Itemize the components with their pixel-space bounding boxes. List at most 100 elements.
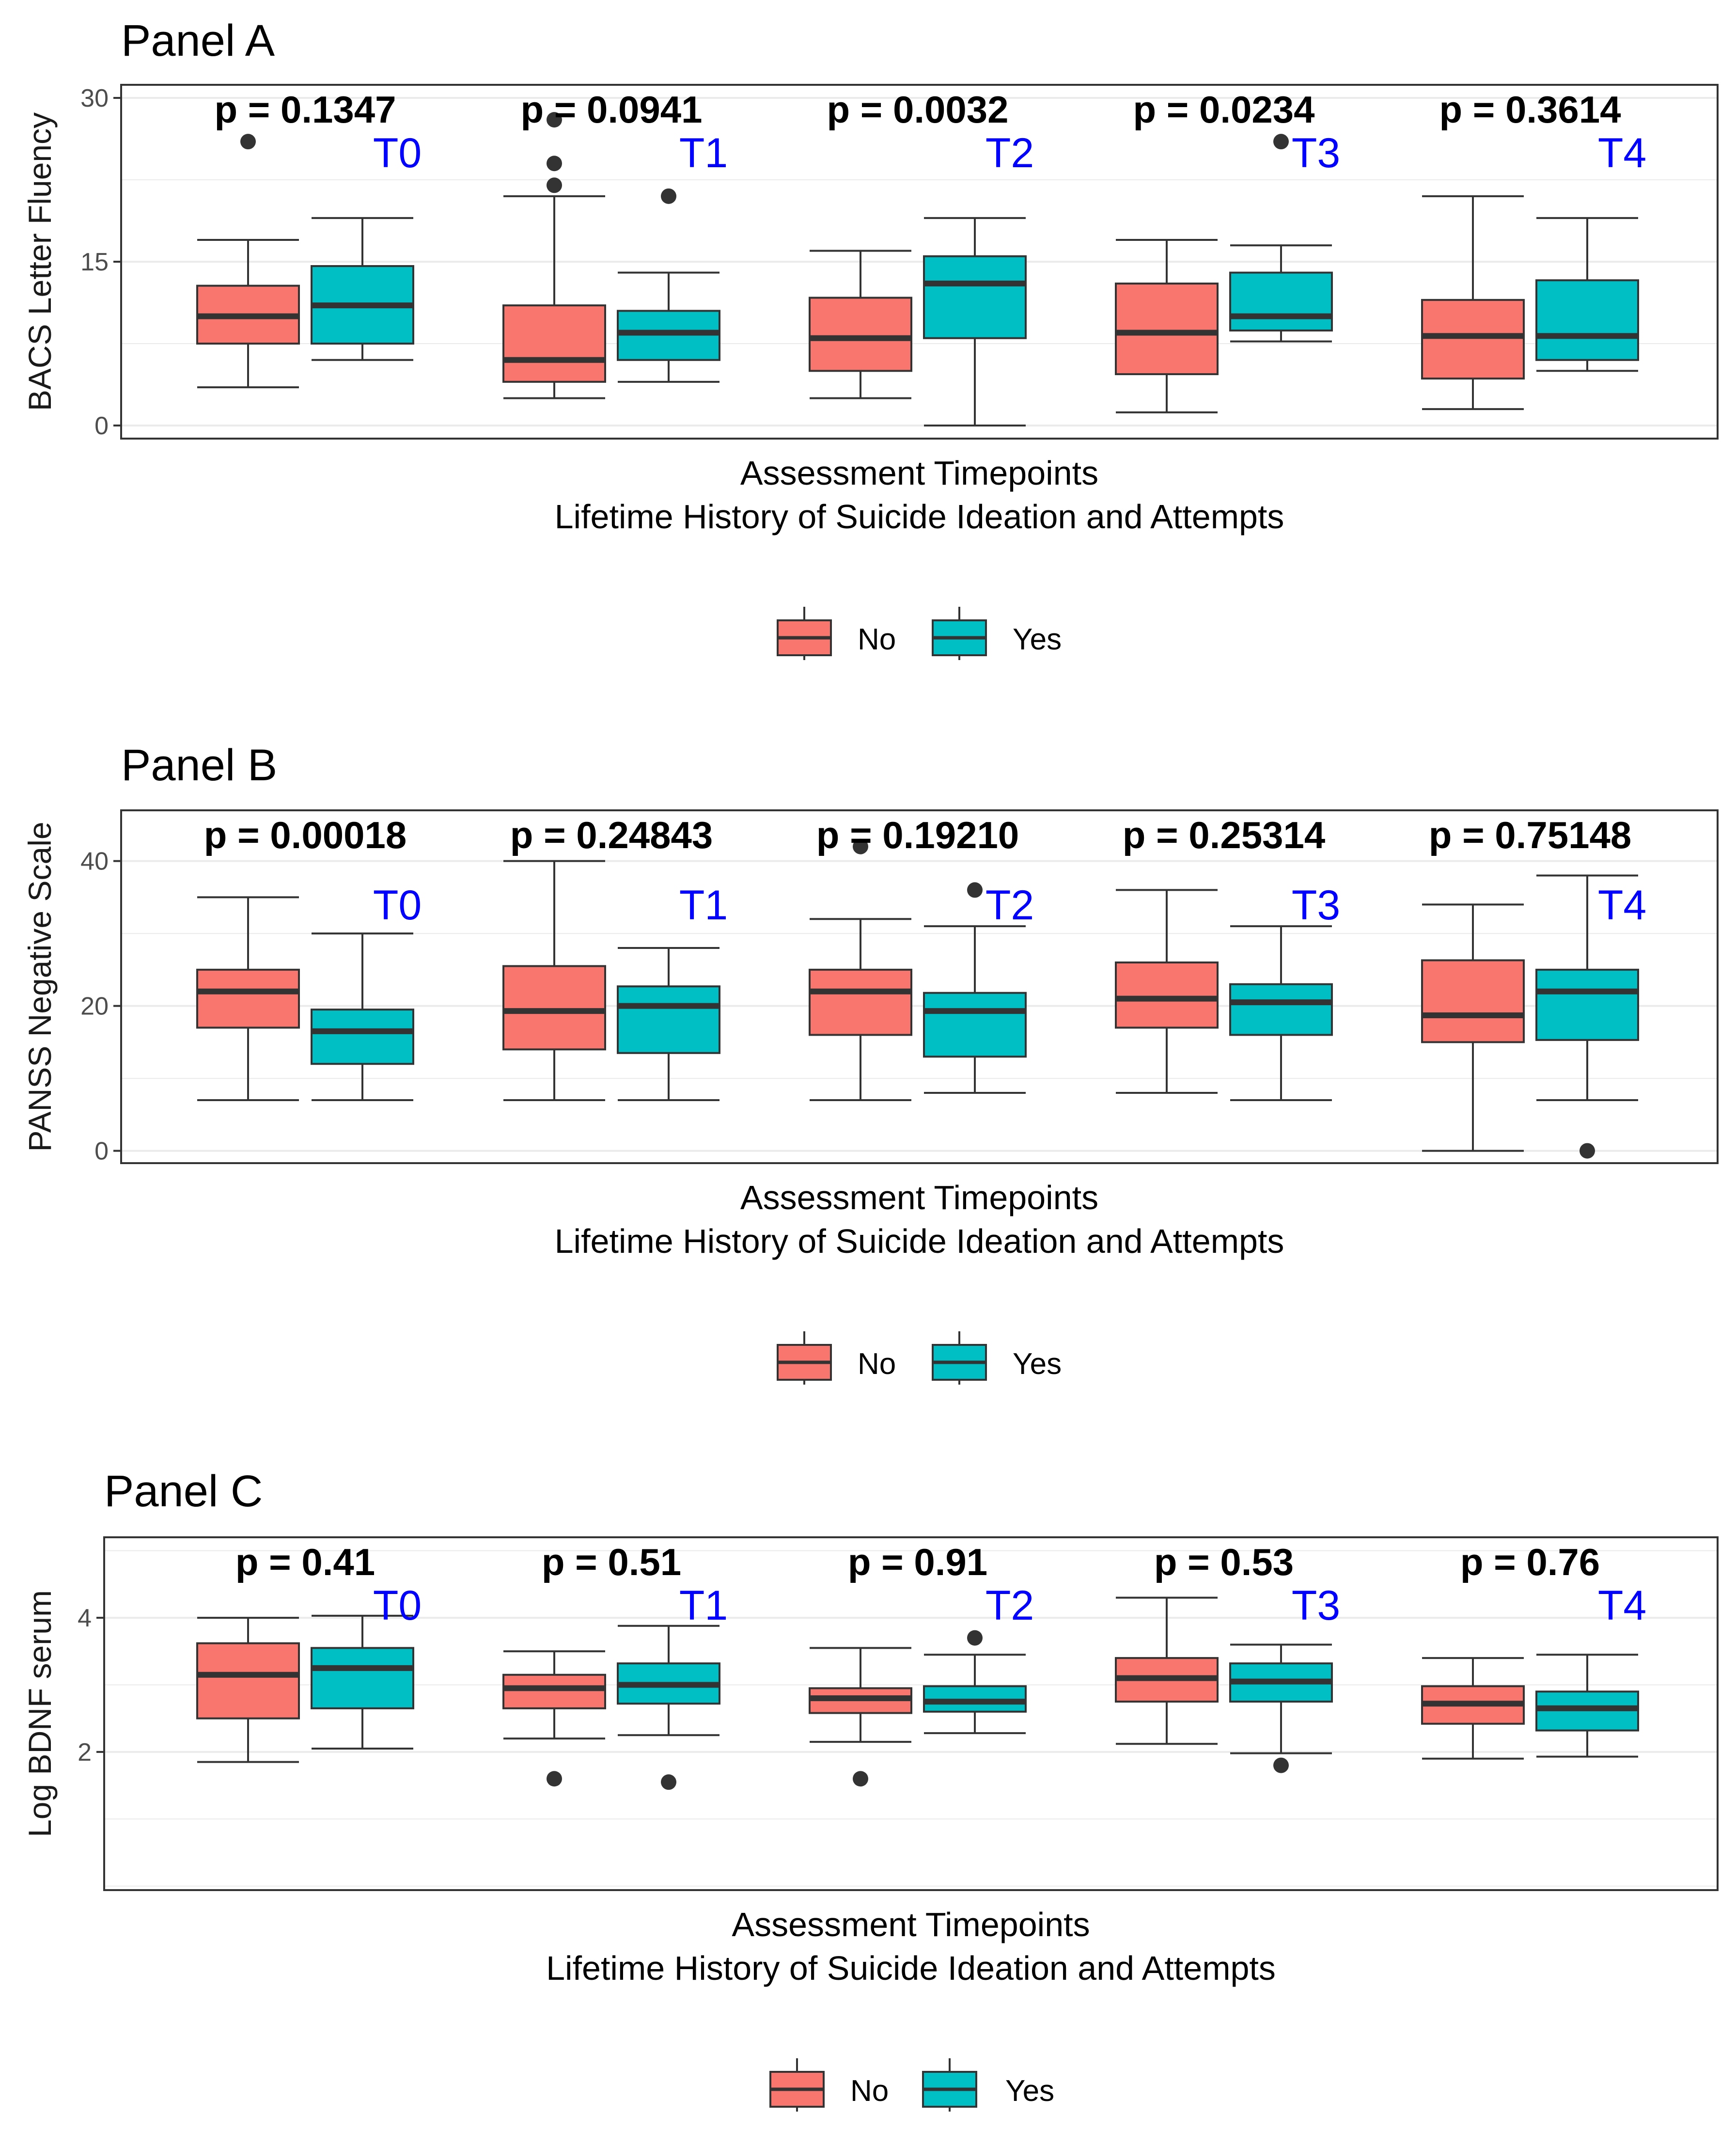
legend-label-yes: Yes <box>1013 1347 1062 1381</box>
p-value-label: p = 0.0234 <box>1133 88 1314 131</box>
box-no <box>1115 283 1219 376</box>
panel-border <box>120 809 1719 1164</box>
outlier-point <box>240 134 256 150</box>
box-no <box>1115 961 1219 1029</box>
timepoint-label: T4 <box>1598 1582 1646 1629</box>
box-yes <box>311 1647 414 1709</box>
timepoint-group-t2: p = 0.19210 T2 <box>809 814 1034 1101</box>
legend-label-no: No <box>850 2074 889 2108</box>
p-value-label: p = 0.0941 <box>520 88 702 131</box>
legend: No Yes <box>769 2058 1054 2112</box>
outlier-point <box>1273 1757 1289 1773</box>
outlier-point <box>967 882 983 898</box>
timepoint-label: T3 <box>1292 1582 1340 1629</box>
panel-a: Panel A 0 15 30 BACS Letter Fluency p = 0.134… <box>22 16 1719 660</box>
timepoint-label: T0 <box>373 130 422 176</box>
box-yes <box>1535 279 1639 361</box>
x-axis-label: Assessment Timepoints <box>740 1179 1098 1216</box>
legend-label-yes: Yes <box>1013 623 1062 656</box>
p-value-label: p = 0.0032 <box>827 88 1008 131</box>
box-no <box>1421 959 1525 1043</box>
y-axis-label: Log BDNF serum <box>22 1590 58 1837</box>
p-value-label: p = 0.76 <box>1460 1541 1600 1583</box>
p-value-label: p = 0.00018 <box>204 814 407 856</box>
outlier-point <box>547 1771 562 1787</box>
outlier-point <box>661 188 676 204</box>
timepoint-group-t1: p = 0.24843 T1 <box>502 814 728 1101</box>
p-value-label: p = 0.75148 <box>1429 814 1632 856</box>
x-axis-sublabel: Lifetime History of Suicide Ideation and… <box>555 498 1284 536</box>
box-no <box>196 968 300 1029</box>
panel-title: Panel C <box>104 1467 263 1516</box>
outlier-point <box>1273 134 1289 150</box>
outlier-point <box>967 1630 983 1646</box>
panel-b: Panel B 0 20 40 PANSS Negative Scale p = 0.00… <box>22 741 1719 1385</box>
p-value-label: p = 0.3614 <box>1439 88 1621 131</box>
x-axis-sublabel: Lifetime History of Suicide Ideation and… <box>555 1222 1284 1260</box>
y-axis-label: PANSS Negative Scale <box>22 821 58 1152</box>
legend-label-yes: Yes <box>1005 2074 1054 2108</box>
box-yes <box>923 255 1027 339</box>
timepoint-group-t0: p = 0.00018 T0 <box>196 814 422 1101</box>
box-no <box>196 1642 300 1720</box>
y-tick-label: 30 <box>80 84 109 112</box>
box-yes <box>1229 271 1333 331</box>
timepoint-label: T2 <box>985 130 1034 176</box>
timepoint-label: T4 <box>1598 130 1646 176</box>
panel-border <box>103 1536 1719 1891</box>
outlier-point <box>547 156 562 172</box>
box-yes <box>1229 983 1333 1036</box>
box-yes <box>1535 968 1639 1041</box>
timepoint-label: T1 <box>679 130 728 176</box>
box-no <box>502 304 606 383</box>
outlier-point <box>661 1774 676 1790</box>
legend-label-no: No <box>858 623 896 656</box>
timepoint-label: T3 <box>1292 882 1340 929</box>
x-axis-label: Assessment Timepoints <box>740 454 1098 492</box>
timepoint-group-t3: p = 0.25314 T3 <box>1115 814 1340 1101</box>
timepoint-label: T3 <box>1292 130 1340 176</box>
p-value-label: p = 0.24843 <box>510 814 713 856</box>
timepoint-label: T2 <box>985 882 1034 929</box>
y-tick-label: 0 <box>94 412 109 440</box>
box-no <box>809 297 912 372</box>
outlier-point <box>853 1771 868 1787</box>
timepoint-label: T4 <box>1598 882 1646 929</box>
timepoint-label: T1 <box>679 1582 728 1629</box>
p-value-label: p = 0.25314 <box>1123 814 1326 856</box>
timepoint-label: T1 <box>679 882 728 929</box>
timepoint-group-t4: p = 0.75148 T4 <box>1421 814 1646 1159</box>
timepoint-label: T0 <box>373 1582 422 1629</box>
box-no <box>502 965 606 1051</box>
p-value-label: p = 0.1347 <box>214 88 396 131</box>
y-tick-label: 0 <box>94 1137 109 1166</box>
p-value-label: p = 0.41 <box>235 1541 375 1583</box>
p-value-label: p = 0.53 <box>1154 1541 1294 1583</box>
p-value-label: p = 0.91 <box>848 1541 987 1583</box>
outlier-point <box>853 838 868 854</box>
box-yes <box>311 1009 414 1065</box>
x-axis-sublabel: Lifetime History of Suicide Ideation and… <box>546 1949 1276 1987</box>
y-tick-label: 20 <box>80 993 109 1021</box>
legend: No Yes <box>777 1331 1062 1385</box>
outlier-point <box>1580 1143 1595 1159</box>
y-tick-label: 2 <box>78 1738 92 1767</box>
box-yes <box>617 985 720 1054</box>
box-yes <box>923 992 1027 1058</box>
timepoint-label: T2 <box>985 1582 1034 1629</box>
p-value-label: p = 0.19210 <box>816 814 1019 856</box>
y-tick-label: 4 <box>78 1604 92 1632</box>
timepoint-label: T0 <box>373 882 422 929</box>
legend: No Yes <box>777 607 1062 660</box>
